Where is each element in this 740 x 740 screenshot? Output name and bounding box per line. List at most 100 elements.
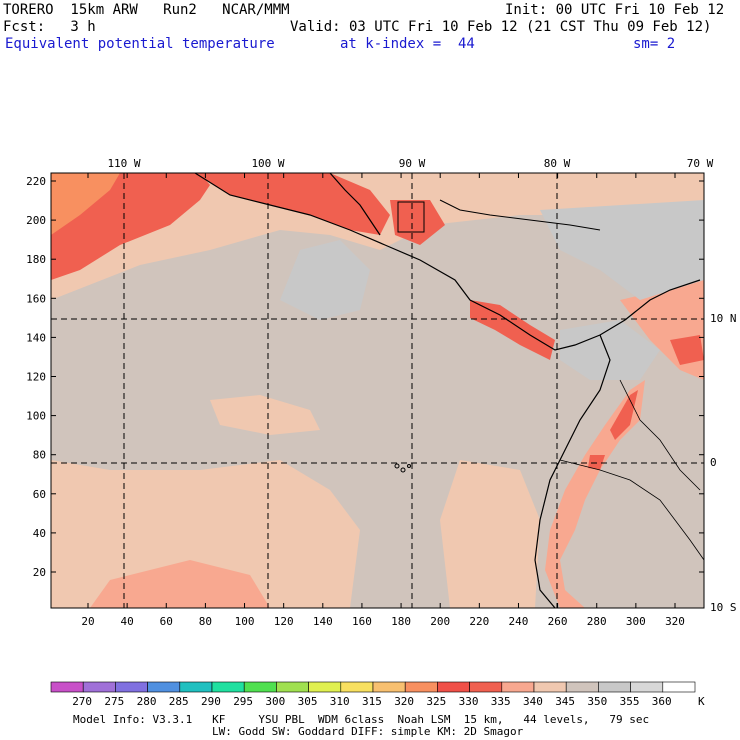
colorbar-swatch [340, 681, 374, 693]
y-tick-label: 200 [26, 214, 46, 227]
y-tick-label: 160 [26, 292, 46, 305]
colorbar-label: 280 [136, 695, 157, 708]
lon-label: 90 W [399, 157, 426, 170]
x-tick-label: 220 [469, 615, 489, 628]
galapagos-island [407, 464, 411, 468]
peach-band-peru [440, 460, 540, 608]
colorbar-label: 315 [362, 695, 382, 708]
colorbar-swatch [533, 681, 567, 693]
colorbar-swatch [179, 681, 213, 693]
colorbar-label: 335 [490, 695, 511, 708]
peach-band-south [51, 460, 360, 608]
field-name: Equivalent potential temperature [5, 36, 275, 52]
red-venezuela [670, 335, 704, 365]
orange-region-nw [51, 173, 120, 235]
colorbar-label: 310 [329, 695, 350, 708]
colorbar-swatch [501, 681, 535, 693]
lat-label: 10 N [710, 312, 737, 325]
colorbar-swatch [115, 681, 148, 693]
y-tick-label: 180 [26, 253, 46, 266]
x-tick-label: 300 [626, 615, 646, 628]
lon-label: 70 W [687, 157, 714, 170]
x-tick-label: 260 [548, 615, 568, 628]
graticule [51, 173, 704, 608]
andes-salmon [545, 380, 645, 608]
border-guatemala [397, 201, 425, 233]
colorbar-swatch [469, 681, 503, 693]
smoothing-label: sm= 2 [633, 36, 676, 52]
lon-label: 100 W [251, 157, 284, 170]
x-tick-label: 140 [313, 615, 333, 628]
x-tick-label: 240 [509, 615, 529, 628]
y-tick-label: 60 [33, 488, 46, 501]
x-tick-label: 120 [274, 615, 294, 628]
colorbar-swatch [82, 681, 116, 693]
x-tick-label: 180 [391, 615, 411, 628]
colorbar-label: 360 [651, 695, 672, 708]
colorbar-label: 350 [587, 695, 608, 708]
valid-time: Valid: 03 UTC Fri 10 Feb 12 (21 CST Thu … [290, 19, 712, 35]
y-tick-label: 100 [26, 410, 46, 423]
lon-label: 110 W [107, 157, 140, 170]
y-tick-label: 20 [33, 566, 46, 579]
lon-label: 80 W [544, 157, 571, 170]
colorbar-swatch [243, 681, 277, 693]
colorbar-label: 270 [72, 695, 93, 708]
colorbar-unit: K [698, 695, 705, 708]
x-tick-label: 60 [160, 615, 173, 628]
colorbar-label: 320 [394, 695, 415, 708]
lat-label: 10 S [710, 601, 737, 614]
colorbar-label: 290 [201, 695, 221, 708]
lat-label: 0 [710, 456, 717, 469]
colorbar-label: 330 [458, 695, 479, 708]
y-tick-label: 140 [26, 331, 46, 344]
forecast-hour: Fcst: 3 h [3, 19, 96, 35]
init-time: Init: 00 UTC Fri 10 Feb 12 [505, 2, 725, 18]
red-costa-rica [470, 300, 555, 360]
colorbar-label: 305 [297, 695, 318, 708]
gray-patch-caribbean [540, 200, 704, 300]
axis-ticks [51, 173, 704, 608]
peach-band-north [51, 173, 704, 300]
colorbar-swatch [437, 681, 470, 693]
colorbar-label: 355 [619, 695, 640, 708]
y-tick-label: 220 [26, 175, 46, 188]
x-tick-label: 100 [235, 615, 255, 628]
axis-labels: 110 W 100 W 90 W 80 W 70 W 10 N 0 10 S 220 200 180… [26, 157, 736, 628]
coastline-gulf [329, 173, 381, 236]
colorbar [50, 681, 696, 693]
y-tick-label: 120 [26, 371, 46, 384]
peach-patch-mid [210, 395, 320, 435]
colorbar-label: 275 [104, 695, 125, 708]
y-tick-label: 40 [33, 527, 46, 540]
plot-frame [50, 172, 705, 609]
border-peru [559, 459, 704, 561]
red-guatemala [390, 200, 445, 245]
y-tick-label: 80 [33, 449, 46, 462]
colorbar-swatch [211, 681, 245, 693]
colorbar-label: 285 [168, 695, 189, 708]
colorbar-label: 325 [426, 695, 447, 708]
colorbar-swatch [372, 681, 406, 693]
colorbar-label: 295 [233, 695, 254, 708]
colorbar-swatch [147, 681, 181, 693]
colorbar-label: 300 [265, 695, 286, 708]
colorbar-swatch [276, 681, 309, 693]
colorbar-swatch [308, 681, 342, 693]
theta-e-field [51, 173, 704, 608]
x-tick-label: 320 [665, 615, 685, 628]
coastline-caribbean [439, 199, 601, 231]
physics-info: LW: Godd SW: Goddard DIFF: simple KM: 2D… [212, 725, 524, 738]
level-label: at k-index = 44 [340, 36, 475, 52]
colorbar-swatch [662, 681, 696, 693]
x-tick-label: 200 [430, 615, 450, 628]
colorbar-swatch [565, 681, 599, 693]
gray-patch-panama [560, 320, 660, 380]
gray-patch-ocean [280, 240, 370, 320]
x-tick-label: 40 [121, 615, 134, 628]
model-info: Model Info: V3.3.1 KF YSU PBL WDM 6class… [73, 713, 650, 726]
model-title: TORERO 15km ARW Run2 NCAR/MMM [3, 2, 290, 18]
border-colombia [619, 379, 701, 491]
x-tick-label: 80 [199, 615, 212, 628]
